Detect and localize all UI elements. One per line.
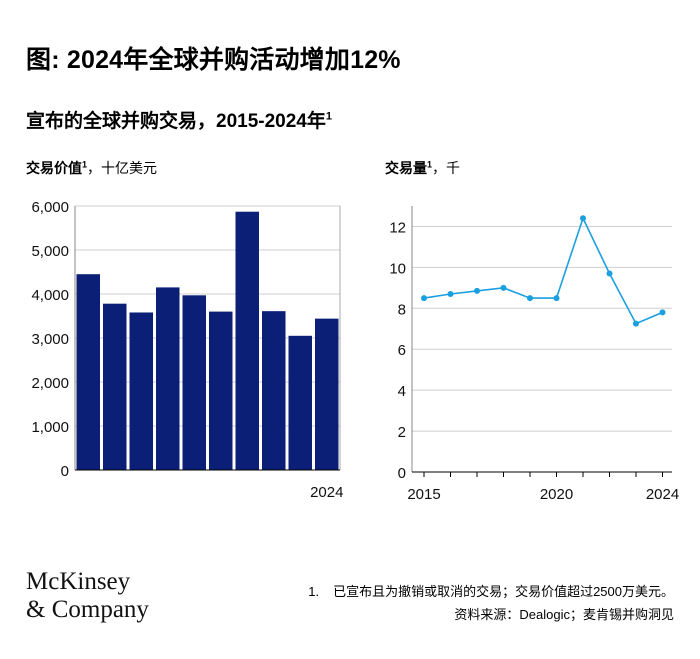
data-point [421,295,427,302]
footnote-note: 1. 已宣布且为撤销或取消的交易；交易价值超过2500万美元。 [308,580,674,603]
left-axis-title-main: 交易价值1 [26,159,88,176]
y-tick-label: 0 [398,465,406,482]
y-tick-label: 0 [61,463,69,480]
y-tick-label: 8 [398,301,406,318]
data-point [580,215,586,222]
source-note: 资料来源：Dealogic；麦肯锡并购洞见 [454,607,674,622]
logo-line-1: McKinsey [26,568,131,595]
data-point [659,309,666,316]
y-tick-label: 6 [398,342,406,359]
chart-subtitle: 宣布的全球并购交易，2015-2024年1 [26,106,332,133]
bar [129,312,153,470]
x-tick-label: 2024 [310,484,343,501]
footnote: 1. 已宣布且为撤销或取消的交易；交易价值超过2500万美元。 资料来源：Deal… [308,580,674,626]
data-point [553,295,560,302]
bar [262,311,286,470]
x-tick-label: 2024 [646,486,679,503]
data-point [527,295,533,302]
bar [156,287,180,470]
footnote-number: 1. [308,584,320,599]
left-axis-title: 交易价值1，十亿美元 [26,158,157,178]
right-axis-title-main: 交易量1 [385,159,433,176]
bar [235,211,259,470]
subtitle-footnote-marker: 1 [325,110,332,123]
data-point [633,320,639,327]
y-tick-label: 6,000 [31,199,69,216]
bar [182,295,206,470]
bar [76,274,100,470]
x-tick-label: 2020 [540,486,573,503]
bar [288,335,312,470]
y-tick-label: 2,000 [31,375,69,392]
data-point [606,270,613,277]
y-tick-label: 4,000 [31,287,69,304]
y-tick-label: 5,000 [31,243,69,260]
data-point [500,284,507,291]
x-tick-label: 2015 [407,486,440,503]
left-axis-title-unit: ，十亿美元 [87,160,158,176]
y-tick-label: 12 [389,219,406,236]
footnote-text: 已宣布且为撤销或取消的交易；交易价值超过2500万美元。 [333,584,674,599]
series-line [423,216,663,325]
y-tick-label: 4 [398,383,406,400]
y-tick-label: 2 [398,424,406,441]
data-point [474,287,480,294]
figure-title: 图: 2024年全球并购活动增加12% [26,46,401,74]
bar [103,303,127,470]
y-tick-label: 3,000 [31,331,69,348]
right-axis-title-unit: ，千 [432,160,461,176]
data-point [447,290,454,297]
logo-line-2: & Company [26,596,149,623]
y-tick-label: 10 [389,260,406,277]
subtitle-text: 宣布的全球并购交易，2015-2024年 [26,111,326,132]
y-tick-label: 1,000 [31,419,69,436]
right-axis-title: 交易量1，千 [385,158,460,178]
bar [315,318,339,470]
bar [209,311,233,470]
